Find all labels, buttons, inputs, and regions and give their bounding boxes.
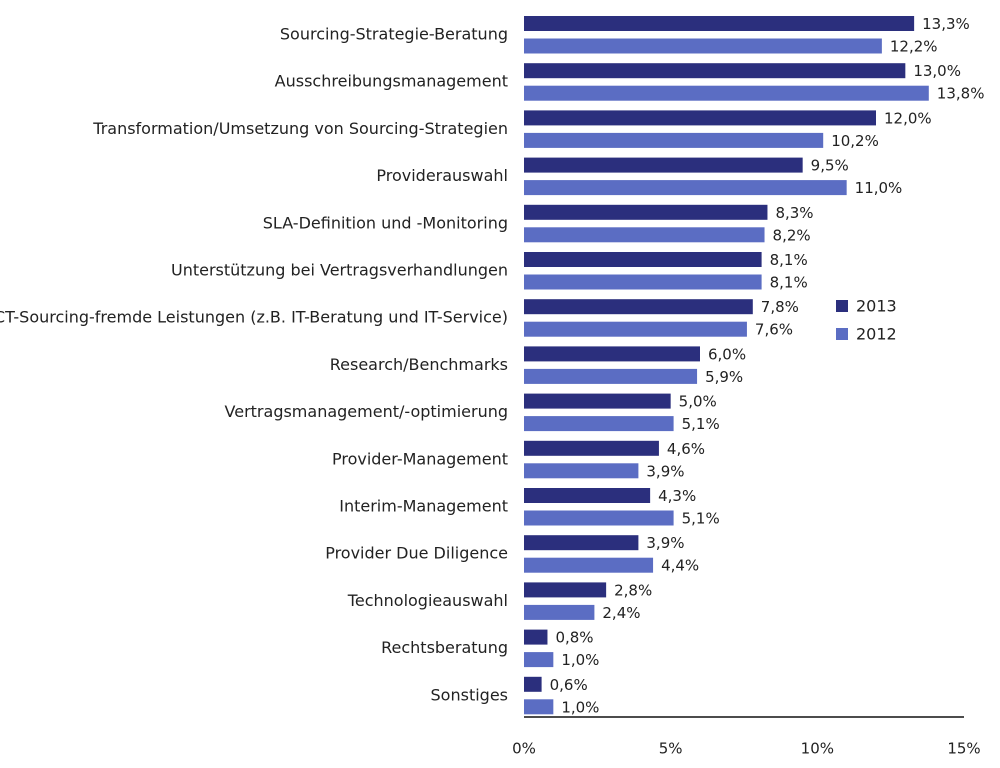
data-label-2013: 8,1% (770, 251, 808, 269)
category-label: Transformation/Umsetzung von Sourcing-St… (92, 119, 508, 138)
bar-2013 (524, 629, 548, 645)
data-label-2013: 4,6% (667, 440, 705, 458)
bar-2013 (524, 440, 659, 456)
data-label-2012: 4,4% (661, 557, 699, 575)
data-label-2012: 3,9% (646, 462, 684, 480)
data-label-2013: 7,8% (761, 298, 799, 316)
data-label-2013: 13,3% (922, 15, 970, 33)
category-label: Unterstützung bei Vertragsverhandlungen (171, 261, 508, 280)
bar-2013 (524, 346, 700, 362)
bar-2013 (524, 157, 803, 173)
bar-2013 (524, 16, 915, 31)
data-label-2012: 5,1% (682, 510, 720, 528)
bar-2013 (524, 299, 753, 315)
category-label: Provider-Management (332, 449, 508, 468)
bar-2013 (524, 110, 876, 126)
bar-2012 (524, 274, 762, 290)
data-label-2013: 4,3% (658, 487, 696, 505)
x-tick-label: 10% (801, 740, 834, 758)
bar-2012 (524, 321, 747, 337)
data-label-2012: 13,8% (937, 85, 985, 103)
x-axis-ticks-layer: 0% 5% 10% 15% (512, 740, 981, 758)
legend-swatch-2013 (836, 300, 848, 312)
bar-2013 (524, 63, 906, 79)
bar-2013 (524, 582, 607, 598)
data-label-2012: 8,2% (773, 226, 811, 244)
bar-2012 (524, 38, 882, 54)
data-label-2012: 5,1% (682, 415, 720, 433)
data-label-2012: 12,2% (890, 38, 938, 56)
legend-label-2013: 2013 (856, 297, 897, 316)
legend-swatch-2012 (836, 328, 848, 340)
data-label-2012: 2,4% (602, 604, 640, 622)
bar-2013 (524, 535, 639, 551)
bar-2012 (524, 510, 674, 526)
bar-2012 (524, 652, 554, 668)
category-label: Rechtsberatung (381, 638, 508, 657)
category-label: Provider Due Diligence (325, 544, 508, 563)
data-label-2013: 6,0% (708, 345, 746, 363)
bar-2012 (524, 604, 595, 620)
data-label-2012: 1,0% (561, 698, 599, 716)
bar-2012 (524, 368, 698, 384)
category-label: Providerauswahl (376, 166, 508, 185)
category-label: Research/Benchmarks (330, 355, 508, 374)
bar-2013 (524, 676, 542, 692)
bar-2012 (524, 557, 654, 573)
bar-2012 (524, 463, 639, 479)
data-label-2012: 1,0% (561, 651, 599, 669)
bar-2013 (524, 393, 671, 409)
legend-label-2012: 2012 (856, 325, 897, 344)
legend: 2013 2012 (836, 297, 897, 344)
category-label: Interim-Management (339, 497, 508, 516)
bar-2013 (524, 252, 762, 267)
category-label: Sourcing-Strategie-Beratung (280, 25, 508, 44)
category-label: Technologieauswahl (347, 591, 508, 610)
category-label: ICT-Sourcing-fremde Leistungen (z.B. IT-… (0, 308, 508, 327)
value-labels-layer: 13,3% 12,2% 13,0% 13,8% 12,0% 10,2% 9,5% 11,0% 8… (550, 15, 985, 716)
data-label-2013: 3,9% (646, 534, 684, 552)
category-label: Vertragsmanagement/-optimierung (225, 402, 508, 421)
data-label-2012: 7,6% (755, 321, 793, 339)
data-label-2013: 8,3% (775, 204, 813, 222)
bar-2012 (524, 699, 554, 715)
bar-2012 (524, 227, 765, 243)
data-label-2013: 0,8% (555, 629, 593, 647)
data-label-2012: 5,9% (705, 368, 743, 386)
bar-2012 (524, 85, 929, 101)
x-tick-label: 5% (659, 740, 683, 758)
x-tick-label: 15% (947, 740, 980, 758)
category-label: Ausschreibungsmanagement (275, 72, 508, 91)
data-label-2013: 12,0% (884, 109, 932, 127)
x-tick-label: 0% (512, 740, 536, 758)
data-label-2013: 13,0% (913, 62, 961, 80)
data-label-2013: 0,6% (550, 676, 588, 694)
category-labels-layer: Sourcing-Strategie-Beratung Ausschreibung… (0, 25, 508, 705)
bar-2013 (524, 488, 651, 503)
data-label-2012: 11,0% (855, 179, 903, 197)
data-label-2013: 9,5% (811, 157, 849, 175)
data-label-2012: 10,2% (831, 132, 879, 150)
category-label: Sonstiges (431, 685, 508, 704)
bar-2012 (524, 180, 847, 196)
data-label-2013: 2,8% (614, 581, 652, 599)
bars-layer (524, 16, 929, 715)
category-label: SLA-Definition und -Monitoring (263, 213, 508, 232)
bar-2012 (524, 416, 674, 432)
data-label-2013: 5,0% (679, 393, 717, 411)
bar-2013 (524, 204, 768, 220)
data-label-2012: 8,1% (770, 274, 808, 292)
bar-2012 (524, 132, 824, 148)
